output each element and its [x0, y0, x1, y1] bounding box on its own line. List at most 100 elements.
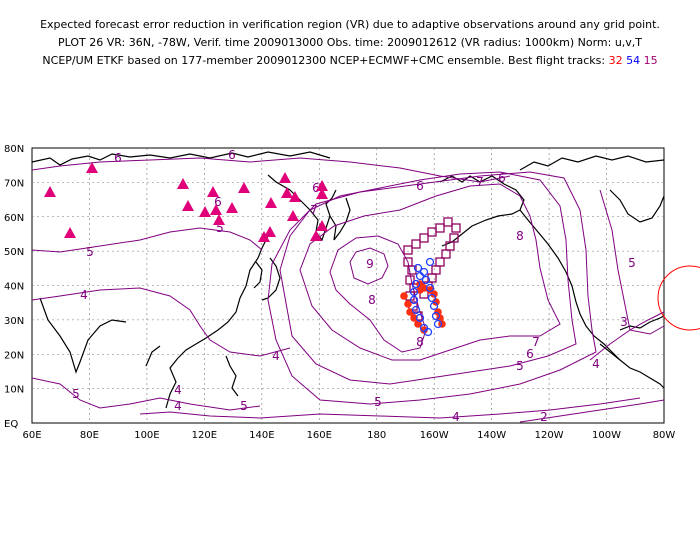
lon-label: 120W: [535, 430, 564, 441]
track-32-marker: [410, 314, 418, 322]
triangle-marker: [238, 182, 250, 193]
contour-label: 2: [540, 410, 548, 424]
title-line-3-prefix: NCEP/UM ETKF based on 177-member 2009012…: [42, 54, 606, 67]
coast-india: [39, 297, 127, 374]
lon-label: 180: [367, 430, 386, 441]
lon-label: 100E: [134, 430, 159, 441]
contour-label: 4: [174, 399, 182, 413]
triangle-marker: [86, 162, 98, 173]
contour-4-west: [31, 287, 291, 357]
contour-4-south: [139, 397, 641, 419]
lon-label: 100W: [592, 430, 621, 441]
track-54-marker: [409, 287, 419, 297]
triangle-marker: [199, 206, 211, 217]
contour-6-north: [31, 157, 511, 183]
contour-5-south: [31, 377, 261, 411]
triangle-marker: [289, 191, 301, 202]
track-15-marker: [441, 249, 451, 259]
triangle-marker: [316, 188, 328, 199]
lon-label: 80W: [653, 430, 676, 441]
coast-korea-japan: [253, 257, 281, 301]
coastlines: [31, 151, 665, 409]
lon-label: 60E: [22, 430, 41, 441]
contour-label: 7: [310, 203, 318, 217]
title-line-2: PLOT 26 VR: 36N, -78W, Verif. time 20090…: [57, 36, 643, 49]
axis-labels: 80N 70N 60N 50N 40N 30N 20N 10N EQ 60E 80E 100E 120E…: [4, 144, 675, 441]
contour-2-south: [519, 399, 665, 423]
coast-central-america: [599, 343, 665, 389]
track-54-marker: [419, 267, 429, 277]
lon-label: 80E: [80, 430, 99, 441]
track-54-marker: [411, 305, 421, 315]
contour-label: 4: [174, 383, 182, 397]
triangle-marker: [310, 230, 322, 241]
contour-label: 6: [228, 148, 236, 162]
triangle-marker: [207, 186, 219, 197]
track-54-marker: [411, 279, 421, 289]
lat-label: 50N: [4, 247, 24, 258]
contour-label: 6: [498, 171, 506, 185]
triangle-marker: [213, 214, 225, 225]
contour-label: 5: [516, 359, 524, 373]
contour-label: 6: [214, 195, 222, 209]
track-15-marker: [419, 233, 429, 243]
lon-label: 160W: [420, 430, 449, 441]
contours: [31, 157, 665, 423]
triangle-marker: [64, 227, 76, 238]
track-32-marker: [400, 292, 408, 300]
contour-5-mid: [267, 171, 597, 405]
track-15-marker: [435, 223, 445, 233]
lon-label: 120E: [192, 430, 217, 441]
triangle-marker: [281, 187, 293, 198]
contour-label: 6: [312, 181, 320, 195]
contour-7: [299, 183, 561, 361]
lat-label: 20N: [4, 350, 24, 361]
lat-label: 30N: [4, 316, 24, 327]
track-15-marker: [427, 227, 437, 237]
lat-label: 10N: [4, 385, 24, 396]
track-54-marker: [429, 301, 439, 311]
track-15-marker: [407, 265, 417, 275]
contour-label: 5: [374, 395, 382, 409]
contour-label: 8: [368, 293, 376, 307]
observation-sites: [44, 162, 328, 242]
flight-track-15: [403, 217, 461, 321]
track-54-marker: [433, 319, 443, 329]
contour-label: 7: [532, 335, 540, 349]
coast-eurasia: [31, 151, 331, 166]
contour-label: 4: [592, 357, 600, 371]
lon-label: 140E: [249, 430, 274, 441]
triangle-marker: [226, 202, 238, 213]
triangle-marker: [264, 226, 276, 237]
coast-north-america-west: [519, 209, 621, 361]
coast-hudson: [609, 189, 665, 223]
contour-label: 4: [452, 410, 460, 424]
coast-gulf: [619, 315, 665, 331]
track-32-marker: [430, 290, 438, 298]
lat-label: 40N: [4, 282, 24, 293]
contour-label: 4: [272, 349, 280, 363]
lon-label: 160E: [307, 430, 332, 441]
triangle-marker: [279, 172, 291, 183]
contour-label: 5: [216, 221, 224, 235]
contour-9: [349, 247, 389, 285]
flight-track-32: [400, 280, 446, 334]
triangle-marker: [44, 186, 56, 197]
track-54-marker: [425, 283, 435, 293]
triangle-marker: [177, 178, 189, 189]
contour-label: 5: [628, 256, 636, 270]
coast-china: [177, 235, 269, 359]
contour-label: 6: [114, 151, 122, 165]
track-54-marker: [415, 313, 425, 323]
contour-label: 7: [476, 175, 484, 189]
verification-region-circle: [657, 265, 700, 331]
track-15-marker: [451, 223, 461, 233]
contour-label: 3: [620, 315, 628, 329]
triangle-marker: [210, 204, 222, 215]
triangle-marker: [287, 210, 299, 221]
title-line-3: NCEP/UM ETKF based on 177-member 2009012…: [0, 54, 700, 67]
contour-label: 8: [416, 335, 424, 349]
contour-label: 9: [366, 257, 374, 271]
track-15-marker: [431, 265, 441, 275]
contour-label: 6: [526, 347, 534, 361]
